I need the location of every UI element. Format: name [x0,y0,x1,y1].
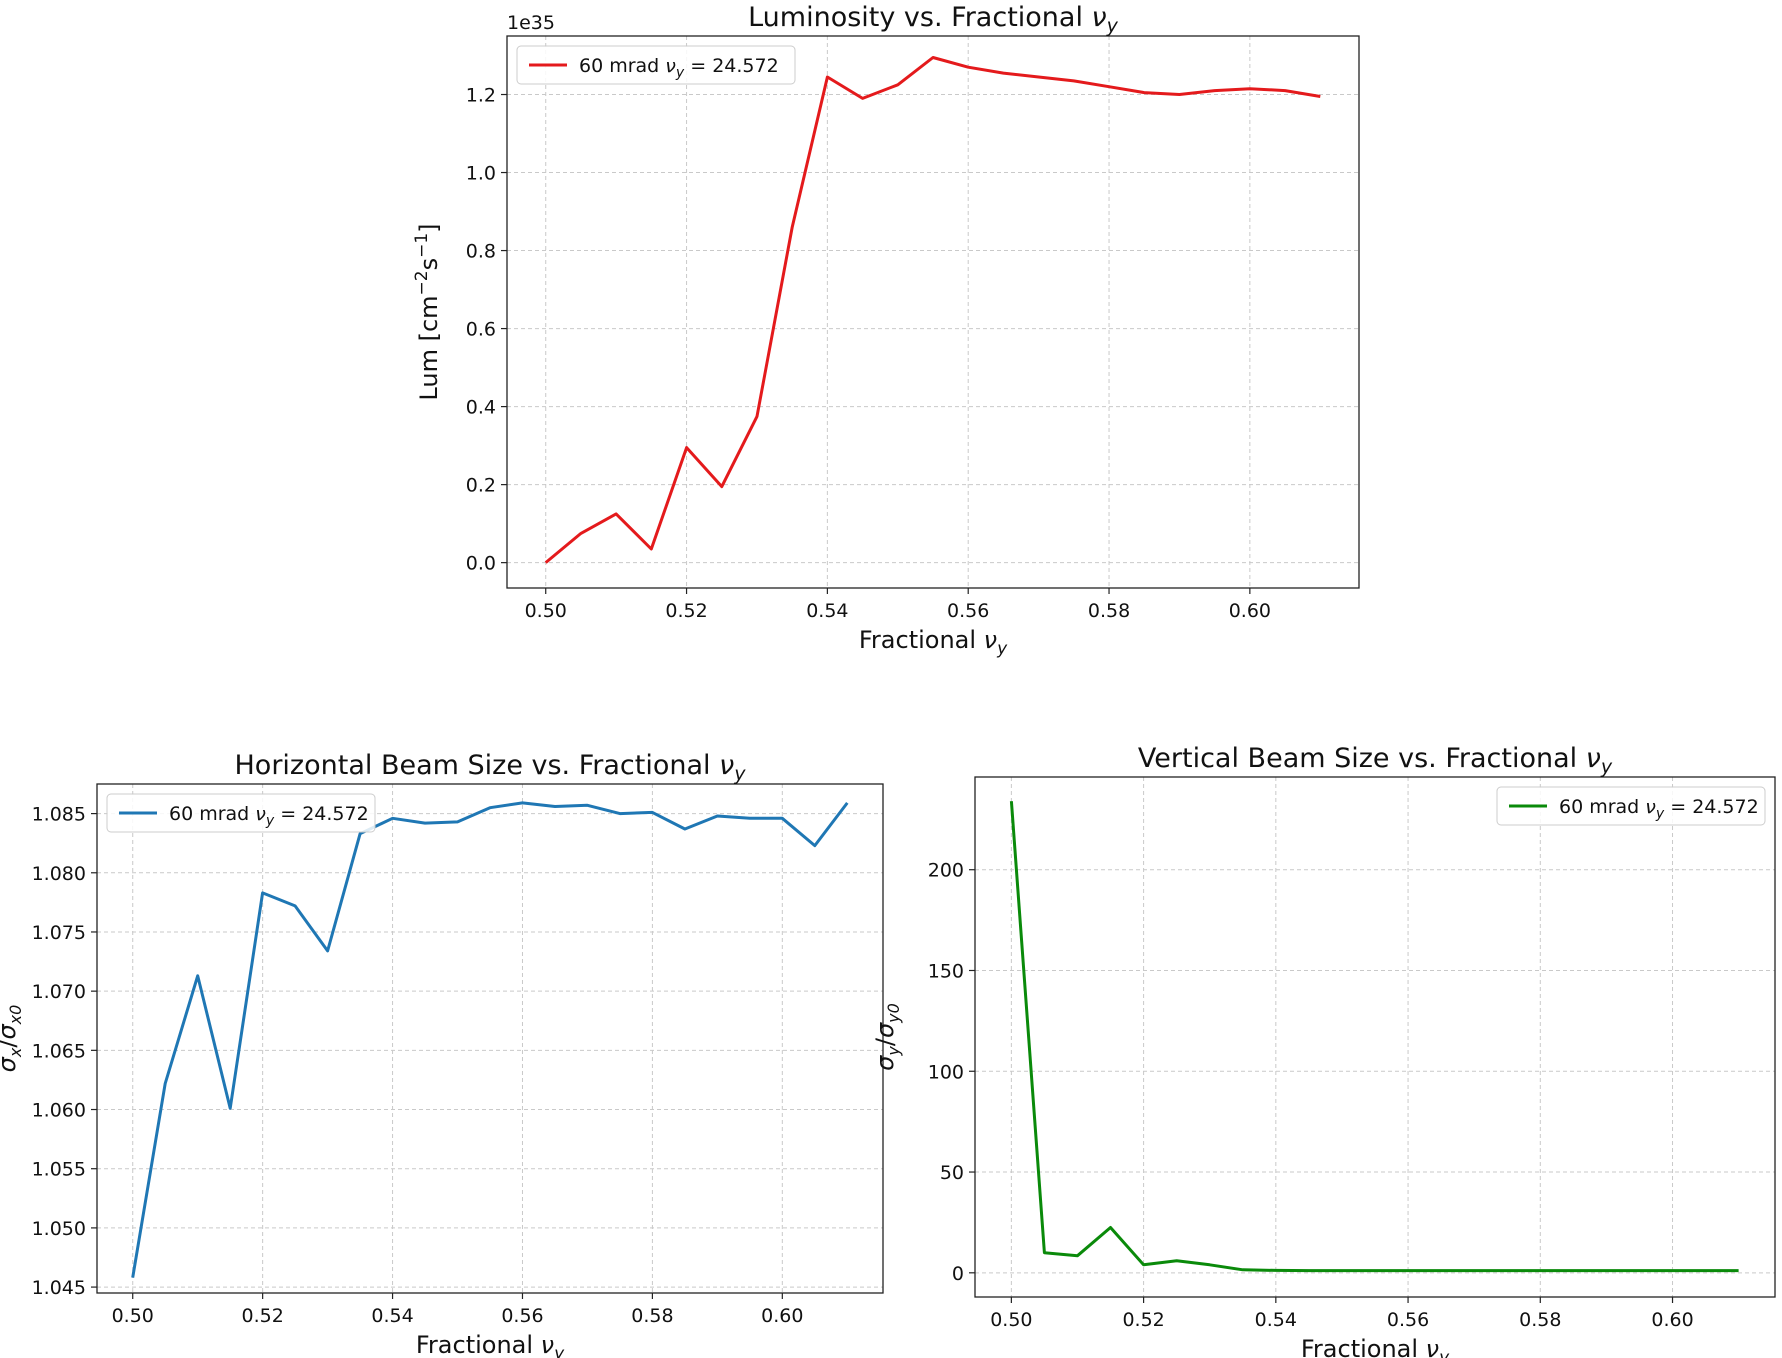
vertical-beam-size-chart: 0.50 0.52 0.54 0.56 0.58 0.60 0 50 100 150 200 Ve… [871,743,1776,1358]
luminosity-x-tick-label: 0.58 [1088,600,1130,622]
vertical-beam-size-legend: 60 mrad νy = 24.572 [1496,786,1766,826]
vertical-beam-size-chart-title: Vertical Beam Size vs. Fractional νy [1138,743,1613,778]
vertical-beam-size-x-tick-label: 0.56 [1387,1309,1429,1331]
luminosity-x-tick-label: 0.56 [947,600,989,622]
vertical-beam-size-x-tick-label: 0.60 [1651,1309,1693,1331]
luminosity-y-axis-label: Lum [cm−2s−1] [412,223,443,400]
luminosity-y-tick-label: 1.2 [466,85,496,107]
luminosity-x-axis-label: Fractional νy [859,626,1008,659]
vertical-beam-size-legend-label: 60 mrad νy = 24.572 [1559,796,1759,822]
horizontal-beam-size-x-tick-label: 0.50 [112,1305,154,1327]
horizontal-beam-size-x-axis-label: Fractional νy [416,1331,565,1358]
horizontal-beam-size-series-line [131,801,849,1278]
luminosity-legend-label: 60 mrad νy = 24.572 [579,55,779,81]
luminosity-y-tick-label: 1.0 [466,163,496,185]
luminosity-y-tick-label: 0.4 [466,397,496,419]
horizontal-beam-size-y-tick-label: 1.085 [32,804,86,826]
luminosity-y-offset-text: 1e35 [507,12,555,34]
luminosity-x-tick-label: 0.50 [525,600,567,622]
horizontal-beam-size-y-tick-label: 1.045 [32,1277,86,1299]
vertical-beam-size-x-tick-label: 0.54 [1255,1309,1297,1331]
vertical-beam-size-y-tick-label: 50 [940,1162,964,1184]
horizontal-beam-size-y-axis-label: σx/σx0 [0,1005,25,1073]
luminosity-x-tick-label: 0.52 [665,600,707,622]
horizontal-beam-size-chart-title: Horizontal Beam Size vs. Fractional νy [235,750,747,785]
luminosity-x-tick-label: 0.54 [806,600,848,622]
luminosity-y-tick-label: 0.0 [466,553,496,575]
horizontal-beam-size-y-tick-label: 1.080 [32,863,86,885]
horizontal-beam-size-y-tick-label: 1.055 [32,1159,86,1181]
horizontal-beam-size-x-tick-label: 0.60 [761,1305,803,1327]
vertical-beam-size-y-tick-label: 150 [928,960,964,982]
horizontal-beam-size-x-tick-label: 0.56 [501,1305,543,1327]
horizontal-beam-size-legend: 60 mrad νy = 24.572 [106,793,376,833]
horizontal-beam-size-y-tick-label: 1.075 [32,922,86,944]
svg-text:σx/σx0: σx/σx0 [0,1005,25,1073]
luminosity-x-tick-label: 0.60 [1229,600,1271,622]
luminosity-y-tick-label: 0.8 [466,241,496,263]
vertical-beam-size-y-tick-label: 200 [928,860,964,882]
vertical-beam-size-x-tick-label: 0.50 [990,1309,1032,1331]
horizontal-beam-size-y-tick-label: 1.070 [32,981,86,1003]
vertical-beam-size-x-tick-label: 0.52 [1122,1309,1164,1331]
vertical-beam-size-y-tick-label: 100 [928,1061,964,1083]
horizontal-beam-size-legend-label: 60 mrad νy = 24.572 [169,803,369,829]
vertical-beam-size-y-axis-label: σy/σy0 [871,1003,903,1071]
vertical-beam-size-y-tick-label: 0 [952,1263,964,1285]
luminosity-y-tick-label: 0.2 [466,475,496,497]
vertical-beam-size-x-axis-label: Fractional νy [1301,1335,1450,1358]
luminosity-chart-title: Luminosity vs. Fractional νy [748,2,1119,37]
svg-text:Lum [cm−2s−1]: Lum [cm−2s−1] [412,223,443,400]
horizontal-beam-size-plot-frame [96,783,884,1294]
horizontal-beam-size-chart: 0.50 0.52 0.54 0.56 0.58 0.60 1.045 1.050 1.055… [0,750,884,1358]
horizontal-beam-size-y-tick-label: 1.060 [32,1100,86,1122]
luminosity-plot-frame [506,35,1360,589]
horizontal-beam-size-y-tick-label: 1.050 [32,1218,86,1240]
horizontal-beam-size-y-tick-label: 1.065 [32,1040,86,1062]
luminosity-series-line [544,56,1321,564]
luminosity-chart: 0.50 0.52 0.54 0.56 0.58 0.60 0.0 0.2 0.4 0.6 0.8… [412,2,1360,659]
luminosity-legend: 60 mrad νy = 24.572 [516,45,796,85]
horizontal-beam-size-x-tick-label: 0.54 [371,1305,413,1327]
luminosity-y-tick-label: 0.6 [466,319,496,341]
vertical-beam-size-plot-frame [974,776,1776,1298]
svg-text:σy/σy0: σy/σy0 [871,1003,903,1071]
vertical-beam-size-x-tick-label: 0.58 [1519,1309,1561,1331]
horizontal-beam-size-x-tick-label: 0.52 [241,1305,283,1327]
horizontal-beam-size-x-tick-label: 0.58 [631,1305,673,1327]
vertical-beam-size-series-line [1009,801,1739,1273]
